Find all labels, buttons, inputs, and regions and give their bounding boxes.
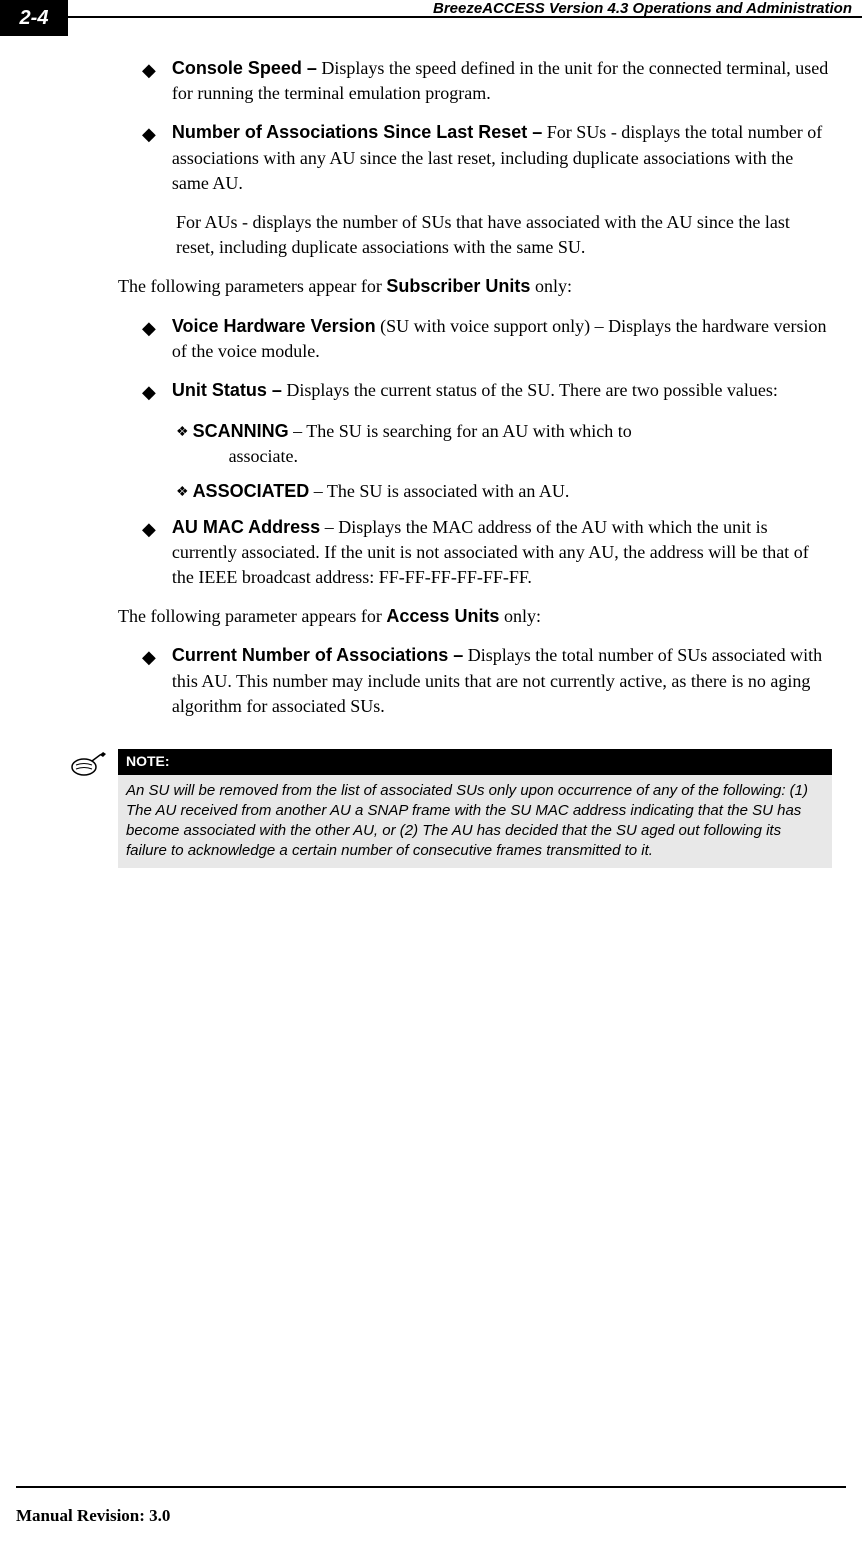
para-au-intro: The following parameter appears for Acce… bbox=[118, 604, 832, 629]
footer-rule bbox=[16, 1486, 846, 1488]
diamond-icon: ◆ bbox=[142, 122, 156, 196]
diamond-icon: ◆ bbox=[142, 517, 156, 591]
page-footer: Manual Revision: 3.0 bbox=[16, 1486, 846, 1526]
bullet-voice-hw: ◆ Voice Hardware Version (SU with voice … bbox=[142, 314, 832, 364]
clover-icon: ❖ bbox=[176, 483, 189, 504]
bullet-text: AU MAC Address – Displays the MAC addres… bbox=[172, 515, 832, 591]
bullet-text: Console Speed – Displays the speed defin… bbox=[172, 56, 832, 106]
diamond-icon: ◆ bbox=[142, 58, 156, 106]
bullet-console-speed: ◆ Console Speed – Displays the speed def… bbox=[142, 56, 832, 106]
page-number: 2-4 bbox=[0, 0, 68, 36]
diamond-icon: ◆ bbox=[142, 316, 156, 364]
bullet-num-assoc: ◆ Number of Associations Since Last Rese… bbox=[142, 120, 832, 196]
bullet-text: Unit Status – Displays the current statu… bbox=[172, 378, 832, 405]
main-content: ◆ Console Speed – Displays the speed def… bbox=[118, 56, 832, 868]
bullet-text: Current Number of Associations – Display… bbox=[172, 643, 832, 719]
footer-text: Manual Revision: 3.0 bbox=[16, 1506, 846, 1526]
bullet-au-mac: ◆ AU MAC Address – Displays the MAC addr… bbox=[142, 515, 832, 591]
diamond-icon: ◆ bbox=[142, 645, 156, 719]
note-header: NOTE: bbox=[118, 749, 832, 775]
diamond-icon: ◆ bbox=[142, 380, 156, 405]
bullet-unit-status: ◆ Unit Status – Displays the current sta… bbox=[142, 378, 832, 405]
note-box: NOTE: An SU will be removed from the lis… bbox=[118, 749, 832, 868]
header-title: BreezeACCESS Version 4.3 Operations and … bbox=[433, 0, 852, 17]
sub-bullet-scanning: ❖ SCANNING – The SU is searching for an … bbox=[176, 419, 832, 469]
bullet-text: Number of Associations Since Last Reset … bbox=[172, 120, 832, 196]
note-body: An SU will be removed from the list of a… bbox=[118, 775, 832, 868]
sub-text: SCANNING – The SU is searching for an AU… bbox=[193, 419, 832, 469]
sub-text: ASSOCIATED – The SU is associated with a… bbox=[193, 479, 832, 504]
para-au-display: For AUs - displays the number of SUs tha… bbox=[176, 210, 832, 260]
sub-bullet-associated: ❖ ASSOCIATED – The SU is associated with… bbox=[176, 479, 832, 504]
note-icon bbox=[70, 749, 108, 779]
bullet-curr-num: ◆ Current Number of Associations – Displ… bbox=[142, 643, 832, 719]
bullet-text: Voice Hardware Version (SU with voice su… bbox=[172, 314, 832, 364]
para-su-intro: The following parameters appear for Subs… bbox=[118, 274, 832, 299]
clover-icon: ❖ bbox=[176, 423, 189, 469]
